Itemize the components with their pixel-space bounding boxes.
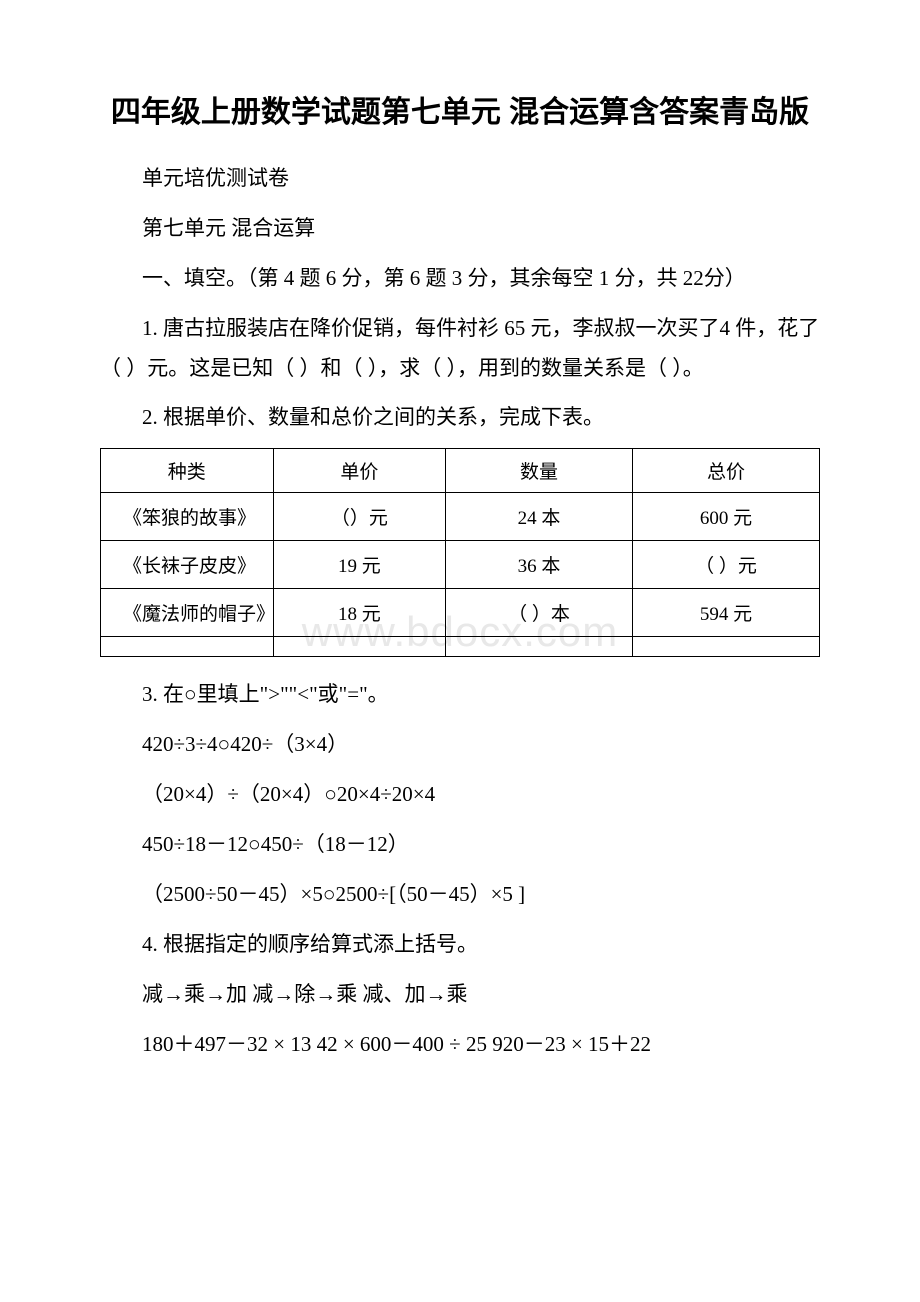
table-header: 数量 xyxy=(446,449,633,493)
table-cell: （）元 xyxy=(273,493,446,541)
table-header: 总价 xyxy=(633,449,820,493)
subtitle-1: 单元培优测试卷 xyxy=(100,159,820,199)
question-1: 1. 唐古拉服装店在降价促销，每件衬衫 65 元，李叔叔一次买了4 件，花了（ … xyxy=(100,309,820,389)
question-2: 2. 根据单价、数量和总价之间的关系，完成下表。 xyxy=(100,398,820,438)
expression-line: 180＋497－32 × 13 42 × 600－400 ÷ 25 920－23… xyxy=(100,1025,820,1065)
table-cell-empty xyxy=(446,637,633,657)
table-cell: 36 本 xyxy=(446,541,633,589)
table-cell: 24 本 xyxy=(446,493,633,541)
table-cell: （ ）元 xyxy=(633,541,820,589)
table-cell-empty xyxy=(101,637,274,657)
table-cell: 18 元 xyxy=(273,589,446,637)
table-empty-row xyxy=(101,637,820,657)
price-table: 种类 单价 数量 总价 《笨狼的故事》 （）元 24 本 600 元 《长袜子皮… xyxy=(100,448,820,657)
table-row: 《长袜子皮皮》 19 元 36 本 （ ）元 xyxy=(101,541,820,589)
order-line: 减→乘→加 减→除→乘 减、加→乘 xyxy=(100,975,820,1015)
document-page: { "title": "四年级上册数学试题第七单元 混合运算含答案青岛版", "… xyxy=(100,90,820,1064)
table-cell-empty xyxy=(633,637,820,657)
table-cell-empty xyxy=(273,637,446,657)
table-row: 《魔法师的帽子》 18 元 （ ）本 594 元 xyxy=(101,589,820,637)
document-title: 四年级上册数学试题第七单元 混合运算含答案青岛版 xyxy=(100,90,820,135)
table-header-row: 种类 单价 数量 总价 xyxy=(101,449,820,493)
expression-line: 450÷18－12○450÷（18－12） xyxy=(100,825,820,865)
expression-line: （2500÷50－45）×5○2500÷[（50－45）×5 ] xyxy=(100,875,820,915)
table-cell: 《长袜子皮皮》 xyxy=(101,541,274,589)
table-cell: 19 元 xyxy=(273,541,446,589)
subtitle-2: 第七单元 混合运算 xyxy=(100,209,820,249)
question-3: 3. 在○里填上">""<"或"="。 xyxy=(100,675,820,715)
table-cell: 《笨狼的故事》 xyxy=(101,493,274,541)
question-4: 4. 根据指定的顺序给算式添上括号。 xyxy=(100,925,820,965)
expression-line: 420÷3÷4○420÷（3×4） xyxy=(100,725,820,765)
table-header: 种类 xyxy=(101,449,274,493)
table-header: 单价 xyxy=(273,449,446,493)
table-row: 《笨狼的故事》 （）元 24 本 600 元 xyxy=(101,493,820,541)
section-heading: 一、填空。（第 4 题 6 分，第 6 题 3 分，其余每空 1 分，共 22分… xyxy=(100,259,820,299)
expression-line: （20×4）÷（20×4）○20×4÷20×4 xyxy=(100,775,820,815)
table-cell: 600 元 xyxy=(633,493,820,541)
table-cell: （ ）本 xyxy=(446,589,633,637)
table-cell: 《魔法师的帽子》 xyxy=(101,589,274,637)
table-cell: 594 元 xyxy=(633,589,820,637)
